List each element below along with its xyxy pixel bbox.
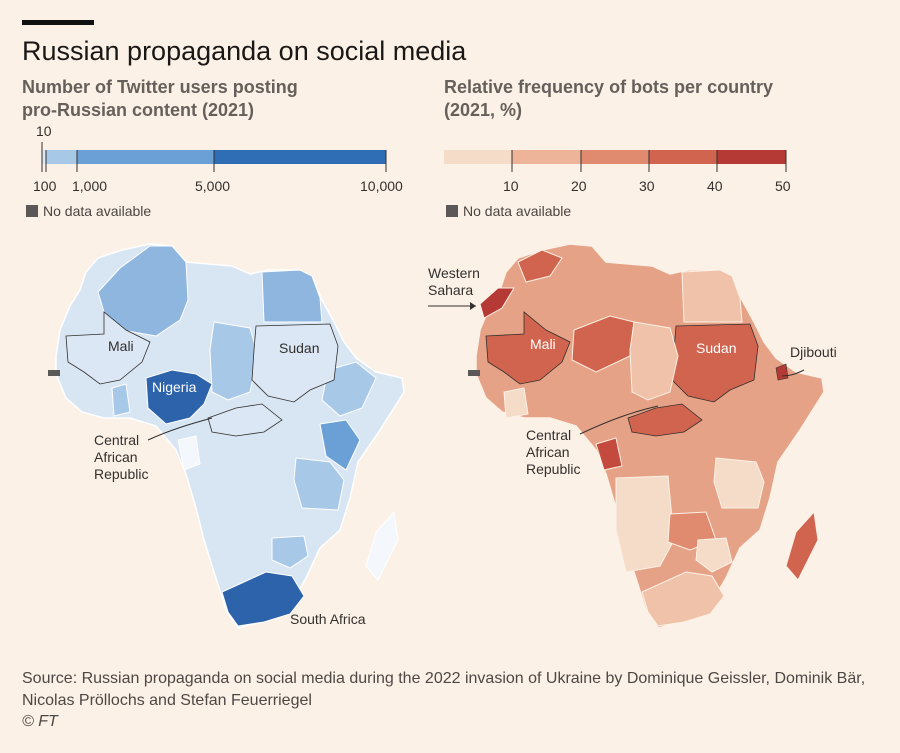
right-egypt: [681, 269, 743, 323]
right-label-car: Central African Republic: [526, 427, 581, 477]
right-no-data: No data available: [446, 203, 571, 219]
right-label-western-sahara: Western Sahara: [428, 265, 480, 298]
right-car: [627, 403, 703, 437]
left-chad: [209, 321, 259, 401]
left-kenya: [319, 419, 361, 471]
right-north-coast: [517, 249, 563, 283]
right-car-pointer: [579, 405, 659, 435]
chart-title: Russian propaganda on social media: [22, 36, 467, 66]
left-south-africa: [221, 571, 305, 627]
right-tick-50: 50: [775, 178, 791, 194]
right-chad: [629, 321, 679, 401]
header-rule: [22, 20, 94, 25]
left-tick-5000: 5,000: [195, 178, 231, 194]
left-ghana: [111, 383, 131, 417]
left-car: [207, 403, 283, 437]
left-label-car: Central African Republic: [94, 432, 149, 482]
right-map: [428, 243, 825, 629]
left-tick-1000: 1,000: [72, 178, 108, 194]
left-legend-seg-2: [46, 150, 77, 164]
right-ghana: [503, 387, 529, 419]
left-no-data-label: No data available: [43, 203, 152, 219]
left-sudan: [251, 323, 339, 403]
left-legend-seg-1: [42, 150, 46, 164]
right-legend-bar: [444, 150, 787, 172]
left-mali: [65, 311, 151, 385]
right-west-sahara-nodata: [468, 370, 480, 376]
left-legend-bar: [41, 142, 387, 172]
left-label-nigeria: Nigeria: [152, 379, 197, 395]
right-legend-seg-2: [512, 150, 581, 164]
right-subtitle: Relative frequency of bots per country (…: [444, 77, 774, 120]
right-label-sudan: Sudan: [696, 340, 737, 356]
left-subtitle: Number of Twitter users posting pro-Russ…: [22, 77, 298, 120]
right-tick-40: 40: [707, 178, 723, 194]
copyright: © FT: [22, 713, 58, 730]
left-map: [48, 243, 405, 629]
right-djibouti-pointer: [781, 369, 805, 377]
right-western-sahara: [479, 287, 515, 319]
no-data-swatch: [26, 205, 38, 217]
right-legend-seg-4: [649, 150, 717, 164]
left-tick-100: 100: [33, 178, 57, 194]
left-label-south-africa: South Africa: [290, 611, 366, 627]
left-gabon: [177, 435, 201, 471]
maps: [48, 243, 825, 629]
right-south-africa: [641, 571, 725, 627]
left-egypt: [261, 269, 323, 323]
left-tick-10000: 10,000: [360, 178, 403, 194]
right-no-data-label: No data available: [463, 203, 572, 219]
right-drc-south: [615, 475, 675, 573]
right-tanzania: [713, 457, 765, 509]
left-legend-seg-4: [214, 150, 386, 164]
left-ethiopia: [321, 361, 377, 417]
right-madagascar: [785, 510, 819, 581]
left-west-sahara: [48, 370, 60, 376]
right-zimbabwe: [695, 537, 733, 573]
left-zimbabwe: [271, 535, 309, 569]
legends: [41, 142, 787, 172]
left-no-data: No data available: [26, 203, 151, 219]
right-legend-seg-3: [581, 150, 649, 164]
right-tick-20: 20: [571, 178, 587, 194]
right-legend-seg-5: [717, 150, 786, 164]
left-car-pointer: [147, 417, 213, 441]
left-tick-10: 10: [36, 123, 52, 139]
left-tanzania: [293, 457, 345, 511]
right-legend-seg-1: [444, 150, 512, 164]
right-label-mali: Mali: [530, 336, 556, 352]
right-tick-30: 30: [639, 178, 655, 194]
source-note: Source: Russian propaganda on social med…: [22, 670, 866, 709]
no-data-swatch: [446, 205, 458, 217]
right-mali: [485, 311, 571, 385]
left-label-sudan: Sudan: [279, 340, 320, 356]
right-ws-pointer-head: [470, 302, 476, 310]
left-nigeria: [145, 369, 213, 425]
right-gabon: [595, 437, 623, 471]
left-legend-seg-3: [77, 150, 214, 164]
right-tick-10: 10: [503, 178, 519, 194]
right-label-djibouti: Djibouti: [790, 344, 837, 360]
left-madagascar: [365, 510, 399, 581]
left-label-mali: Mali: [108, 338, 134, 354]
